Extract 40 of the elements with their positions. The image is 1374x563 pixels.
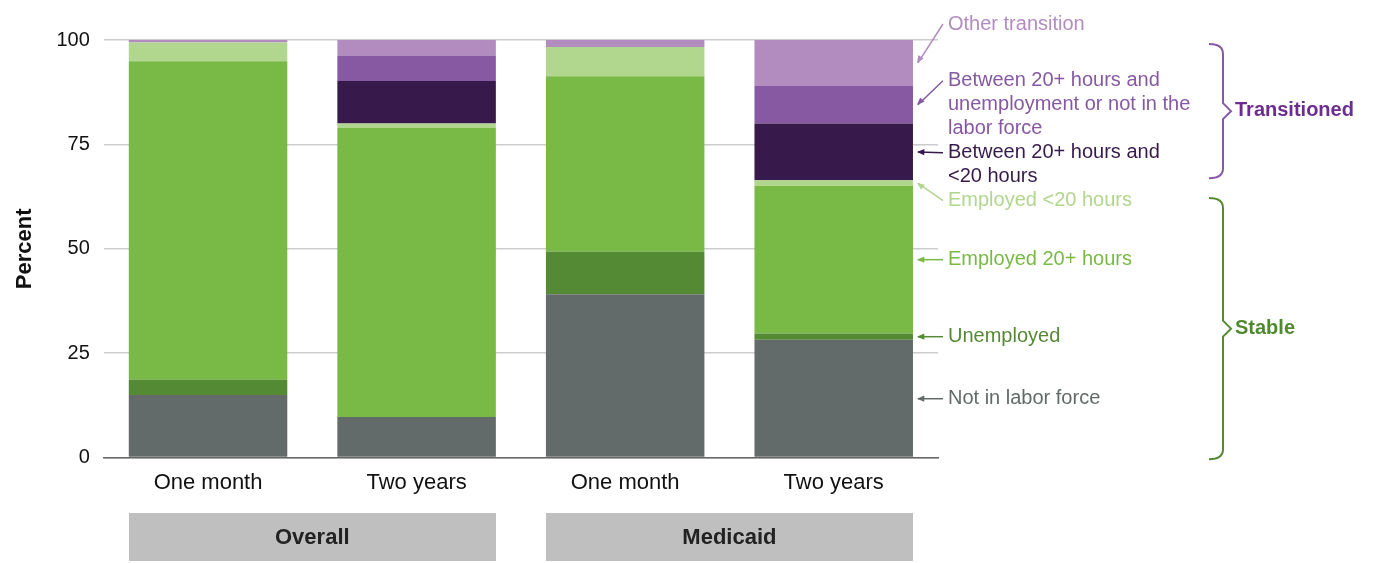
bar <box>754 180 913 186</box>
legend-label: Employed <20 hours <box>947 188 1132 211</box>
legend-label: Employed 20+ hours <box>947 247 1132 270</box>
text: Overall <box>128 513 496 561</box>
bar <box>754 185 913 334</box>
bar <box>128 42 288 62</box>
y-tick-label: 0 <box>78 445 90 468</box>
bar <box>337 123 496 128</box>
legend-label: Between 20+ hours and <20 hours <box>947 140 1160 187</box>
y-tick-label: 25 <box>67 340 90 363</box>
bar <box>128 61 288 380</box>
x-tick-label: Two years <box>783 468 884 494</box>
y-tick-label: 50 <box>67 236 90 259</box>
x-tick-label: One month <box>153 468 263 494</box>
bar <box>337 40 496 56</box>
legend-label: Between 20+ hours and unemployment or not in the labor force <box>947 68 1191 139</box>
bar <box>754 123 913 181</box>
bar <box>754 333 913 340</box>
bar <box>545 76 705 252</box>
bar <box>337 127 496 418</box>
text: Stable <box>1235 315 1296 339</box>
bar <box>545 47 705 77</box>
x-tick-label: One month <box>570 468 680 494</box>
text: Transitioned <box>1235 98 1354 122</box>
x-tick-label: Two years <box>366 468 467 494</box>
legend-label: Not in labor force <box>947 386 1101 409</box>
series-label: Other transition <box>947 11 1085 34</box>
bar <box>754 40 913 86</box>
bar <box>337 80 496 124</box>
bar <box>545 40 705 48</box>
legend-label: Unemployed <box>947 324 1061 347</box>
bar <box>754 85 913 124</box>
bar <box>128 379 288 395</box>
y-axis-title: Percent <box>11 207 37 290</box>
bar <box>128 40 288 43</box>
bar <box>545 251 705 295</box>
bar <box>337 55 496 81</box>
y-tick-label: 75 <box>67 131 90 154</box>
y-tick-label: 100 <box>56 27 90 50</box>
text: Medicaid <box>545 513 913 561</box>
